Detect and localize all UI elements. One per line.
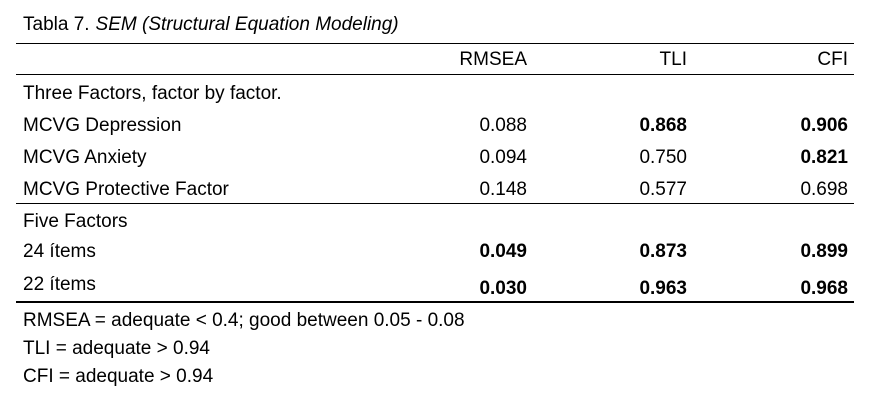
column-header-cfi: CFI bbox=[817, 49, 848, 70]
cell-tli: 0.577 bbox=[639, 179, 687, 200]
cell-tli: 0.963 bbox=[639, 278, 687, 299]
cell-tli: 0.873 bbox=[639, 241, 687, 262]
cell-cfi: 0.899 bbox=[800, 241, 848, 262]
table-note: RMSEA = adequate < 0.4; good between 0.0… bbox=[23, 310, 465, 331]
table-note: CFI = adequate > 0.94 bbox=[23, 366, 214, 387]
group-rule bbox=[16, 203, 854, 204]
cell-rmsea: 0.030 bbox=[479, 278, 527, 299]
cell-rmsea: 0.148 bbox=[479, 179, 527, 200]
cell-tli: 0.868 bbox=[639, 115, 687, 136]
row-label: MCVG Depression bbox=[23, 115, 182, 136]
table-note: TLI = adequate > 0.94 bbox=[23, 338, 210, 359]
cell-rmsea: 0.049 bbox=[479, 241, 527, 262]
top-rule bbox=[16, 43, 854, 44]
table-subtitle: SEM (Structural Equation Modeling) bbox=[95, 14, 399, 35]
group-label-five-factors: Five Factors bbox=[23, 211, 128, 232]
bottom-rule bbox=[16, 301, 854, 303]
row-label: 22 ítems bbox=[23, 274, 96, 295]
row-label: MCVG Protective Factor bbox=[23, 179, 229, 200]
group-label-three-factors: Three Factors, factor by factor. bbox=[23, 83, 282, 104]
row-label: 24 ítems bbox=[23, 241, 96, 262]
cell-cfi: 0.968 bbox=[800, 278, 848, 299]
cell-rmsea: 0.094 bbox=[479, 147, 527, 168]
cell-cfi: 0.821 bbox=[800, 147, 848, 168]
table-title: Tabla 7. SEM (Structural Equation Modelin… bbox=[23, 14, 399, 36]
cell-rmsea: 0.088 bbox=[479, 115, 527, 136]
header-rule bbox=[16, 74, 854, 75]
column-header-rmsea: RMSEA bbox=[459, 49, 527, 70]
table-number: Tabla 7. bbox=[23, 14, 90, 35]
cell-tli: 0.750 bbox=[639, 147, 687, 168]
cell-cfi: 0.906 bbox=[800, 115, 848, 136]
row-label: MCVG Anxiety bbox=[23, 147, 147, 168]
cell-cfi: 0.698 bbox=[800, 179, 848, 200]
column-header-tli: TLI bbox=[659, 49, 687, 70]
